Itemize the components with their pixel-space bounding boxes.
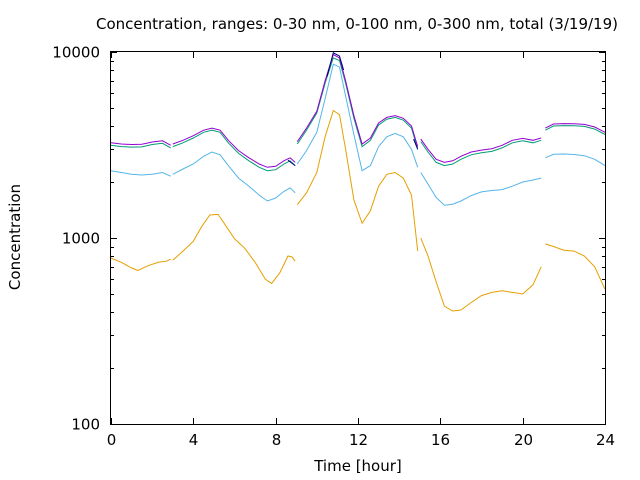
series-layer <box>110 52 606 312</box>
series-1-segment-0 <box>110 170 171 177</box>
x-tick-label: 16 <box>431 431 450 449</box>
y-tick-label: 1000 <box>62 230 100 248</box>
y-axis-label: Concentration <box>6 184 24 290</box>
series-1-segment-3 <box>420 172 542 206</box>
series-3-segment-1 <box>172 127 296 168</box>
series-4-segment-1 <box>326 52 345 77</box>
series-0-segment-4 <box>545 243 606 290</box>
series-3-segment-4 <box>545 123 606 133</box>
series-1-segment-1 <box>172 151 296 202</box>
ticks-layer: 0 4 8 12 16 20 24 100 1000 10000 <box>52 44 615 450</box>
series-0-segment-3 <box>420 237 542 312</box>
x-tick-label: 24 <box>596 431 615 449</box>
series-0-segment-1 <box>172 213 296 285</box>
x-tick-label: 0 <box>107 431 117 449</box>
x-tick-label: 8 <box>272 431 282 449</box>
x-axis-label: Time [hour] <box>313 457 402 475</box>
y-tick-label: 10000 <box>52 44 100 62</box>
series-3-segment-2 <box>296 53 419 147</box>
series-4-segment-0 <box>287 159 296 167</box>
series-1-segment-2 <box>296 63 419 172</box>
x-tick-label: 20 <box>514 431 533 449</box>
series-3-segment-3 <box>420 137 542 163</box>
series-1-segment-4 <box>545 153 606 167</box>
series-2-segment-1 <box>172 129 296 172</box>
series-2-segment-4 <box>545 125 606 135</box>
series-0-segment-2 <box>296 109 419 252</box>
y-tick-label: 100 <box>71 416 100 434</box>
series-2-segment-0 <box>110 142 171 149</box>
chart-title: Concentration, ranges: 0-30 nm, 0-100 nm… <box>96 15 618 33</box>
series-3-segment-0 <box>110 140 171 146</box>
x-tick-label: 12 <box>349 431 368 449</box>
plot-frame <box>110 51 606 425</box>
series-2-segment-2 <box>296 57 419 150</box>
series-0-segment-0 <box>110 257 171 271</box>
series-2-segment-3 <box>420 139 542 167</box>
x-tick-label: 4 <box>189 431 199 449</box>
series-4-segment-2 <box>413 138 419 150</box>
